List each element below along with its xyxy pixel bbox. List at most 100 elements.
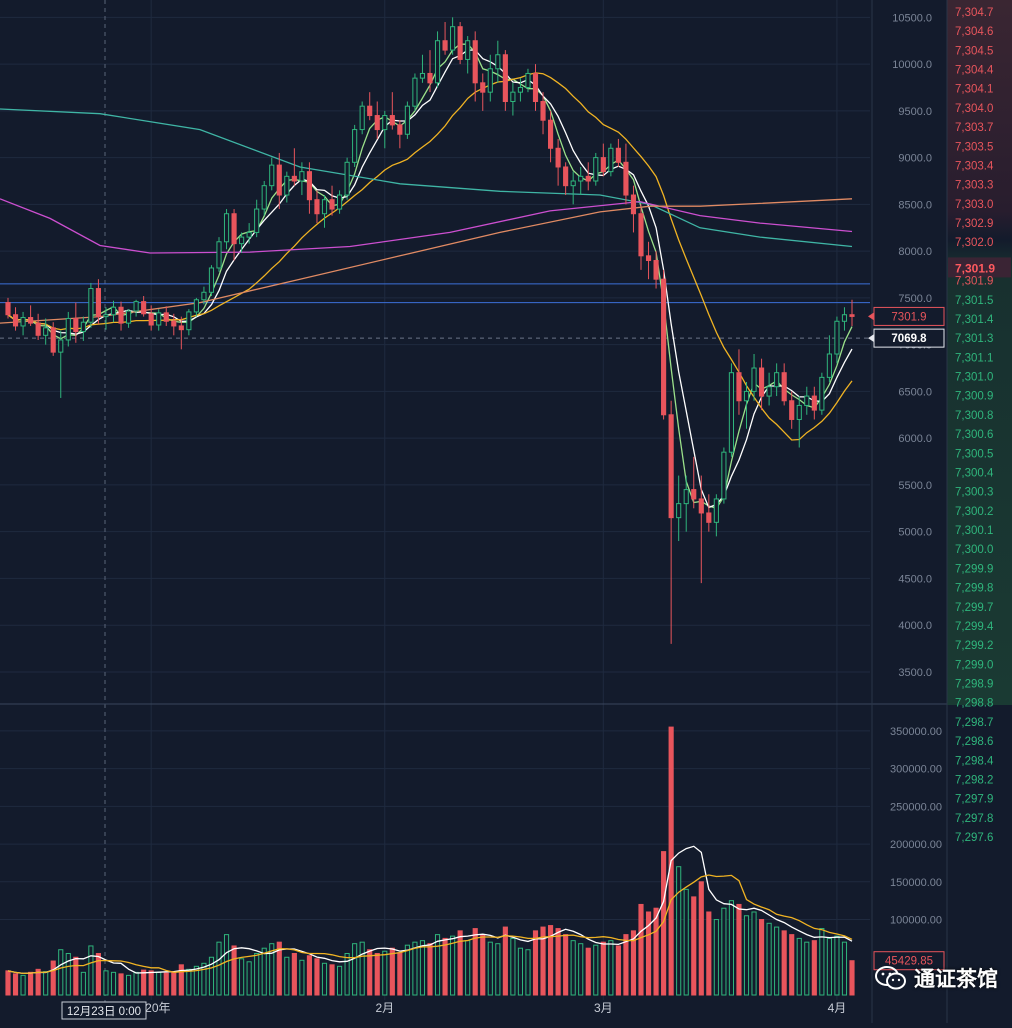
candle[interactable] [457,22,463,65]
volume-bar[interactable] [804,941,810,996]
volume-bar[interactable] [80,971,86,996]
volume-bar[interactable] [397,952,403,996]
volume-bar[interactable] [713,919,719,996]
volume-bar[interactable] [186,968,192,996]
candle[interactable] [668,400,674,644]
candle[interactable] [397,120,403,149]
candle[interactable] [661,269,667,420]
volume-bar[interactable] [148,970,154,996]
candle[interactable] [698,475,704,584]
candle[interactable] [472,31,478,102]
volume-bar[interactable] [578,943,584,996]
candle[interactable] [419,54,426,83]
volume-bar[interactable] [352,943,358,996]
volume-bar[interactable] [457,930,463,996]
candle[interactable] [427,50,433,93]
candle[interactable] [284,171,290,203]
candle[interactable] [382,110,388,149]
volume-bar[interactable] [269,943,275,996]
volume-bar[interactable] [223,934,230,996]
volume-bar[interactable] [495,943,501,996]
candle[interactable] [510,82,516,116]
candle[interactable] [555,138,561,186]
volume-bar[interactable] [299,959,305,996]
volume-bar[interactable] [630,930,637,996]
volume-bar[interactable] [849,960,855,996]
candle[interactable] [314,190,320,224]
volume-bar[interactable] [276,941,282,996]
volume-bar[interactable] [12,973,19,996]
volume-bar[interactable] [774,926,780,996]
candle[interactable] [223,209,230,250]
volume-bar[interactable] [427,943,433,996]
candle[interactable] [110,300,117,323]
volume-bar[interactable] [653,907,659,996]
volume-bar[interactable] [231,945,237,996]
candle[interactable] [254,199,260,238]
candle[interactable] [163,306,169,326]
volume-bar[interactable] [156,971,162,996]
volume-bar[interactable] [389,947,395,996]
candle[interactable] [713,494,719,537]
volume-bar[interactable] [547,925,554,996]
volume-bar[interactable] [638,903,644,996]
volume-bar[interactable] [743,915,750,996]
candle[interactable] [35,313,41,340]
candle[interactable] [593,152,599,186]
volume-bar[interactable] [585,947,591,996]
candle[interactable] [329,185,335,216]
volume-bar[interactable] [374,952,380,996]
volume-bar[interactable] [103,970,109,996]
volume-bar[interactable] [698,881,704,996]
candle[interactable] [638,204,644,270]
volume-bar[interactable] [706,911,712,996]
candle[interactable] [487,54,493,102]
volume-bar[interactable] [691,896,697,996]
candle[interactable] [728,363,735,457]
candle[interactable] [480,73,486,111]
candle[interactable] [796,396,802,448]
candle[interactable] [50,322,56,356]
candle[interactable] [216,237,222,272]
volume-bar[interactable] [623,934,629,996]
volume-bar[interactable] [841,941,848,996]
candle[interactable] [299,162,305,196]
candle[interactable] [5,297,11,319]
candle[interactable] [65,311,71,347]
candle[interactable] [517,78,524,102]
candle[interactable] [374,101,380,139]
volume-bar[interactable] [95,952,102,996]
volume-bar[interactable] [419,940,426,996]
volume-bar[interactable] [540,926,546,996]
volume-bar[interactable] [683,888,689,996]
volume-bar[interactable] [811,940,817,996]
volume-bar[interactable] [758,919,765,996]
candle[interactable] [178,316,184,350]
volume-bar[interactable] [20,974,26,996]
candle[interactable] [841,307,848,331]
volume-bar[interactable] [329,964,335,996]
candle[interactable] [321,195,328,228]
volume-bar[interactable] [163,972,169,996]
volume-bar[interactable] [171,971,177,996]
volume-bar[interactable] [502,926,508,996]
volume-bar[interactable] [645,911,652,996]
volume-bar[interactable] [208,956,215,996]
volume-bar[interactable] [382,950,388,996]
volume-bar[interactable] [532,930,539,996]
volume-bar[interactable] [359,941,365,996]
volume-bar[interactable] [404,944,410,996]
candle[interactable] [683,475,689,532]
volume-bar[interactable] [487,941,493,996]
candle[interactable] [73,302,79,343]
candle[interactable] [743,382,750,429]
volume-bar[interactable] [472,928,478,996]
candle[interactable] [653,251,659,289]
candle[interactable] [352,124,358,167]
candle[interactable] [540,92,546,135]
candle[interactable] [811,386,817,420]
candle[interactable] [615,138,621,167]
candle[interactable] [781,363,787,406]
volume-bar[interactable] [246,961,252,996]
